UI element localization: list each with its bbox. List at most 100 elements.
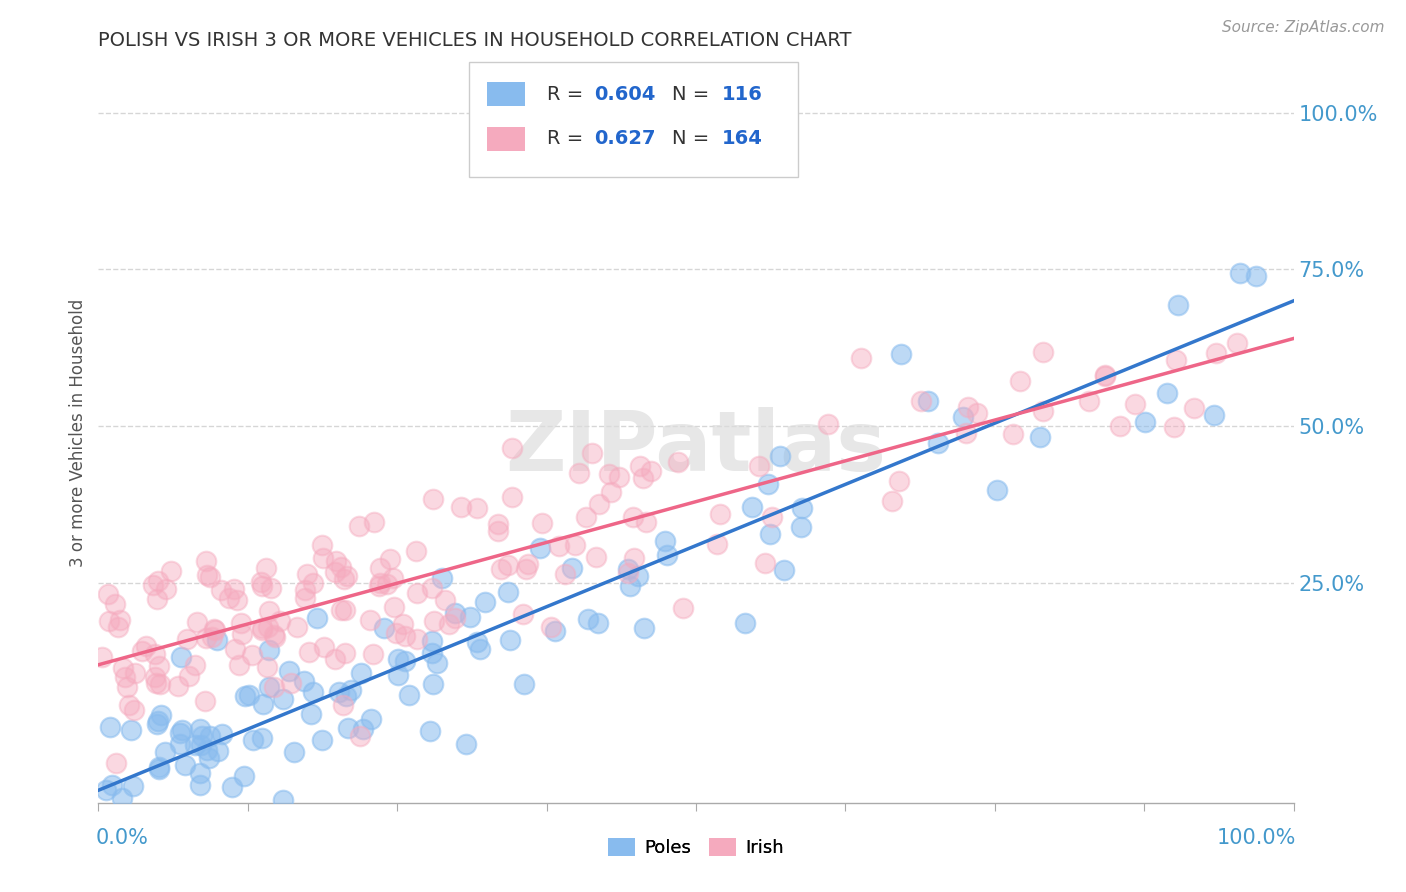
Point: [224, 641, 246, 656]
Point: [145, 676, 167, 690]
Point: [209, 582, 232, 597]
Point: [1229, 266, 1251, 280]
Point: [588, 497, 610, 511]
Point: [249, 574, 271, 589]
Point: [380, 552, 402, 566]
Point: [143, 647, 166, 661]
Point: [349, 729, 371, 743]
Point: [430, 571, 453, 585]
Point: [195, 568, 218, 582]
Point: [110, 808, 132, 822]
Point: [159, 564, 181, 578]
Point: [298, 645, 321, 659]
Point: [474, 594, 496, 608]
Point: [927, 435, 949, 450]
Point: [759, 527, 782, 541]
Point: [332, 698, 354, 712]
Text: 100.0%: 100.0%: [1216, 828, 1296, 848]
Point: [221, 853, 243, 867]
Point: [198, 570, 221, 584]
Point: [387, 668, 409, 682]
Point: [111, 791, 134, 805]
Point: [598, 467, 620, 481]
Point: [314, 640, 336, 654]
Point: [335, 569, 357, 583]
Point: [157, 809, 180, 823]
Point: [530, 516, 553, 530]
Point: [754, 556, 776, 570]
Point: [285, 620, 308, 634]
Point: [170, 650, 193, 665]
Point: [325, 554, 347, 568]
Point: [195, 742, 218, 756]
Point: [194, 693, 217, 707]
Point: [250, 579, 273, 593]
Point: [654, 534, 676, 549]
Point: [986, 483, 1008, 497]
Text: N =: N =: [672, 129, 716, 148]
Point: [252, 698, 274, 712]
Point: [108, 613, 131, 627]
Point: [381, 572, 404, 586]
Point: [513, 677, 536, 691]
Text: Source: ZipAtlas.com: Source: ZipAtlas.com: [1222, 20, 1385, 35]
Point: [640, 464, 662, 478]
Point: [122, 703, 145, 717]
Point: [1029, 430, 1052, 444]
Point: [501, 490, 523, 504]
Point: [422, 491, 444, 506]
Point: [229, 616, 252, 631]
Point: [769, 449, 792, 463]
Point: [104, 756, 127, 771]
Point: [184, 738, 207, 752]
Point: [1167, 298, 1189, 312]
Point: [218, 591, 240, 606]
Point: [190, 766, 212, 780]
Point: [1032, 344, 1054, 359]
Point: [548, 539, 571, 553]
Text: 0.627: 0.627: [595, 129, 655, 148]
Point: [94, 812, 117, 826]
Point: [361, 647, 384, 661]
Point: [231, 627, 253, 641]
Point: [135, 639, 157, 653]
Point: [616, 562, 638, 576]
Point: [385, 626, 408, 640]
Point: [392, 617, 415, 632]
Point: [269, 614, 291, 628]
Point: [368, 579, 391, 593]
Point: [454, 737, 477, 751]
Point: [299, 707, 322, 722]
Point: [486, 517, 509, 532]
Point: [957, 400, 980, 414]
Text: 0.604: 0.604: [595, 85, 655, 103]
Point: [966, 406, 988, 420]
Point: [240, 648, 263, 662]
Point: [294, 591, 316, 605]
Point: [323, 565, 346, 579]
Point: [1078, 393, 1101, 408]
Point: [564, 538, 586, 552]
Point: [1010, 374, 1032, 388]
Point: [311, 538, 333, 552]
Point: [360, 712, 382, 726]
Point: [405, 585, 427, 599]
Y-axis label: 3 or more Vehicles in Household: 3 or more Vehicles in Household: [69, 299, 87, 566]
Point: [575, 510, 598, 524]
Point: [890, 347, 912, 361]
Legend: Poles, Irish: Poles, Irish: [600, 830, 792, 864]
Point: [254, 561, 277, 575]
Point: [1002, 427, 1025, 442]
Point: [880, 494, 903, 508]
Point: [444, 611, 467, 625]
Point: [232, 769, 254, 783]
Point: [256, 619, 278, 633]
Point: [94, 865, 117, 880]
Point: [330, 560, 353, 574]
Point: [198, 730, 221, 744]
Point: [352, 722, 374, 736]
Point: [458, 609, 481, 624]
Point: [422, 677, 444, 691]
Point: [394, 629, 416, 643]
Point: [512, 607, 534, 622]
